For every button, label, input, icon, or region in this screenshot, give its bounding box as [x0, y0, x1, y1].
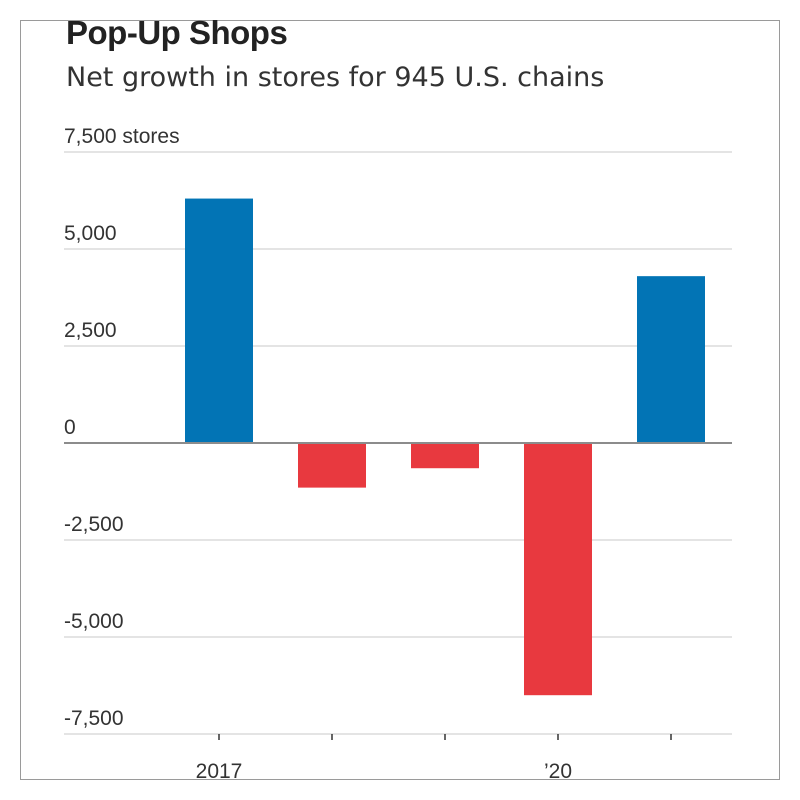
bar-2021 — [637, 276, 705, 443]
bar-2018 — [298, 443, 366, 488]
y-tick-label: -2,500 — [64, 513, 124, 536]
chart-subtitle: Net growth in stores for 945 U.S. chains — [66, 62, 605, 93]
bar-2020 — [524, 443, 592, 696]
y-tick-label: 0 — [64, 416, 76, 439]
x-tick-label: ’20 — [544, 760, 572, 783]
y-tick-label: -5,000 — [64, 610, 124, 633]
x-tick-label: 2017 — [196, 760, 243, 783]
y-tick-label: 7,500 stores — [64, 125, 180, 148]
bar-2017 — [185, 198, 253, 443]
y-tick-label: -7,500 — [64, 707, 124, 730]
chart-title: Pop-Up Shops — [66, 14, 288, 51]
bar-2019 — [411, 443, 479, 469]
y-tick-label: 5,000 — [64, 222, 117, 245]
y-tick-label: 2,500 — [64, 319, 117, 342]
